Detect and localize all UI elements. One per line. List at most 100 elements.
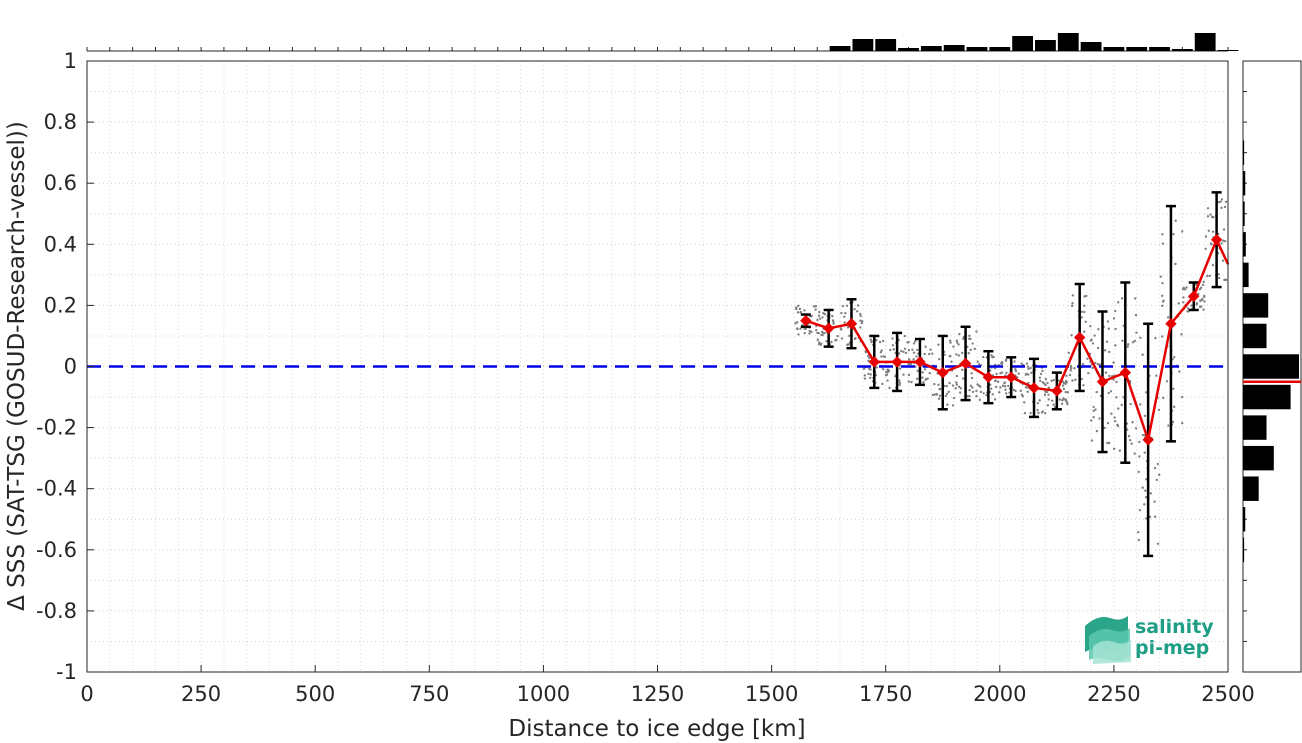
scatter-point: [1155, 478, 1159, 482]
scatter-point: [961, 368, 964, 371]
scatter-point: [1190, 304, 1193, 307]
scatter-point: [982, 355, 985, 359]
mean-point: [800, 314, 812, 327]
scatter-point: [866, 354, 870, 358]
scatter-point: [1004, 358, 1008, 361]
scatter-point: [848, 334, 851, 338]
scatter-point: [1041, 369, 1044, 373]
scatter-point: [1167, 424, 1170, 427]
scatter-point: [978, 398, 982, 402]
scatter-point: [803, 331, 806, 335]
scatter-point: [1180, 395, 1184, 399]
scatter-point: [1198, 305, 1202, 309]
scatter-point: [1108, 374, 1111, 378]
scatter-point: [1064, 390, 1067, 394]
scatter-point: [1115, 396, 1118, 399]
scatter-point: [946, 403, 949, 406]
scatter-point: [803, 309, 806, 312]
scatter-point: [1135, 331, 1138, 334]
scatter-point: [1145, 391, 1148, 394]
scatter-point: [903, 347, 907, 351]
scatter-point: [1058, 398, 1062, 401]
right-histogram-bar: [1243, 384, 1291, 410]
scatter-point: [891, 344, 895, 347]
scatter-point: [1038, 399, 1041, 402]
scatter-point: [955, 383, 959, 386]
scatter-point: [1067, 351, 1070, 355]
scatter-point: [928, 371, 931, 375]
scatter-point: [816, 338, 819, 341]
scatter-point: [1202, 280, 1205, 284]
scatter-point: [1083, 330, 1086, 333]
scatter-point: [912, 358, 915, 361]
scatter-point: [818, 317, 822, 320]
scatter-point: [1000, 362, 1004, 366]
scatter-point: [1211, 263, 1215, 267]
scatter-point: [1137, 538, 1140, 542]
scatter-point: [863, 374, 867, 377]
scatter-point: [969, 348, 972, 352]
scatter-point: [955, 353, 958, 356]
top-histogram-bar: [1080, 42, 1102, 51]
scatter-point: [1071, 302, 1074, 305]
scatter-point: [952, 345, 955, 348]
scatter-point: [1114, 419, 1117, 423]
scatter-point: [976, 360, 979, 363]
scatter-point: [1138, 440, 1141, 444]
scatter-point: [907, 362, 910, 366]
scatter-point: [1177, 302, 1180, 305]
scatter-point: [956, 341, 959, 344]
logo-line2: pi-mep: [1135, 637, 1209, 659]
mean-series-line: [805, 236, 1230, 445]
right-histogram-bar: [1243, 323, 1267, 349]
scatter-point: [1174, 219, 1177, 222]
scatter-point: [1091, 366, 1094, 370]
x-tick-label: 500: [295, 682, 335, 706]
scatter-point: [1017, 372, 1020, 375]
right-histogram: [1242, 60, 1302, 673]
scatter-point: [995, 372, 998, 376]
scatter-point: [898, 367, 902, 370]
x-tick-label: 1750: [859, 682, 912, 706]
scatter-point: [971, 386, 974, 389]
scatter-point: [968, 334, 971, 337]
scatter-point: [847, 343, 851, 346]
scatter-point: [862, 367, 866, 371]
scatter-point: [1223, 205, 1227, 209]
scatter-point: [1127, 343, 1130, 346]
scatter-point: [1112, 361, 1115, 364]
scatter-point: [1029, 411, 1032, 415]
top-histogram-bar: [1012, 36, 1034, 51]
scatter-point: [967, 337, 971, 340]
scatter-point: [902, 373, 905, 376]
scatter-point: [1003, 382, 1006, 385]
scatter-point: [854, 337, 857, 340]
top-histogram: [86, 33, 1239, 52]
scatter-point: [1186, 307, 1190, 310]
scatter-point: [1013, 360, 1016, 363]
scatter-point: [1023, 401, 1026, 404]
scatter-point: [1199, 286, 1203, 289]
scatter-point: [1116, 424, 1120, 428]
scatter-point: [1120, 297, 1124, 300]
right-histogram-bar: [1243, 170, 1246, 196]
scatter-point: [910, 380, 913, 384]
scatter-point: [843, 315, 846, 318]
scatter-point: [1095, 390, 1098, 394]
scatter-point: [817, 331, 820, 335]
scatter-point: [1217, 276, 1221, 280]
scatter-point: [1065, 381, 1068, 384]
scatter-point: [938, 357, 941, 361]
scatter-point: [991, 393, 994, 396]
scatter-point: [1090, 338, 1093, 342]
scatter-point: [864, 350, 868, 354]
scatter-point: [1160, 335, 1164, 338]
scatter-point: [1080, 316, 1084, 319]
scatter-point: [1110, 412, 1113, 415]
scatter-point: [931, 393, 935, 397]
y-tick-label: -0.2: [36, 416, 77, 440]
mean-point: [868, 356, 880, 368]
scatter-point: [1080, 377, 1083, 381]
scatter-point: [948, 381, 951, 385]
scatter-point: [1073, 367, 1076, 370]
